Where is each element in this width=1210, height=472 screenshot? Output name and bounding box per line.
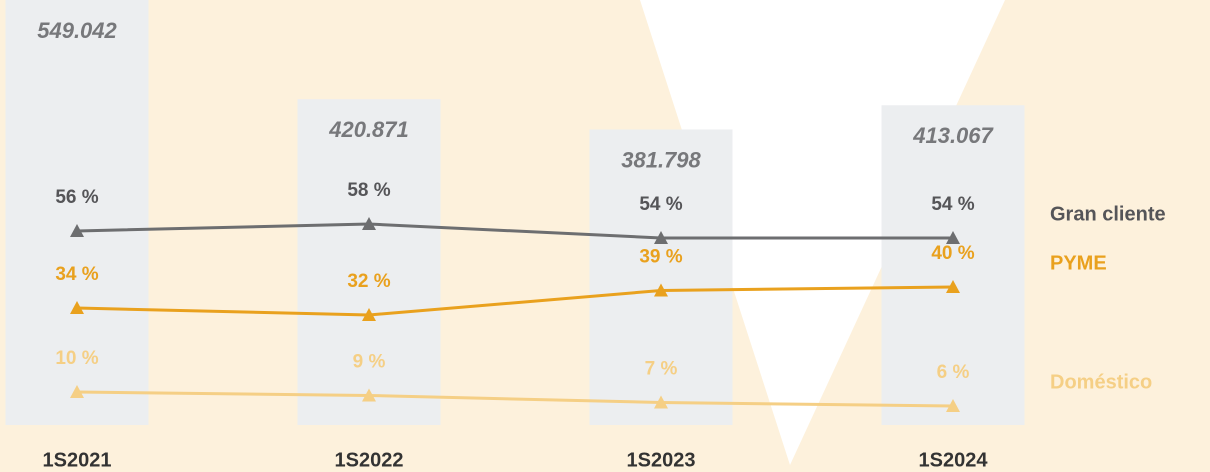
- bar: [297, 99, 441, 425]
- marker: [362, 308, 376, 321]
- legend-label: Doméstico: [1050, 371, 1152, 393]
- data-label: 40 %: [931, 243, 974, 264]
- marker: [70, 301, 84, 314]
- marker: [70, 224, 84, 237]
- x-tick-label: 1S2021: [43, 449, 112, 471]
- line: [76, 390, 954, 408]
- marker: [946, 280, 960, 293]
- legend-label: Gran cliente: [1050, 203, 1166, 225]
- marker: [654, 231, 668, 244]
- data-label: 39 %: [639, 247, 682, 268]
- x-tick-label: 1S2022: [335, 449, 404, 471]
- bar: [5, 0, 149, 425]
- data-label: 9 %: [353, 352, 386, 373]
- data-label: 56 %: [55, 187, 98, 208]
- bar-label: 420.871: [328, 117, 409, 142]
- bar-label: 549.042: [37, 18, 117, 43]
- data-label: 6 %: [937, 362, 970, 383]
- line: [76, 222, 953, 240]
- legend-label: PYME: [1050, 252, 1107, 274]
- x-tick-label: 1S2023: [627, 449, 696, 471]
- line: [76, 285, 954, 317]
- marker: [362, 388, 376, 402]
- marker: [362, 217, 376, 230]
- bar-label: 413.067: [912, 123, 994, 148]
- marker: [654, 395, 668, 409]
- data-label: 58 %: [347, 180, 390, 201]
- marker: [654, 283, 668, 297]
- data-label: 34 %: [55, 264, 98, 285]
- bar: [881, 105, 1025, 425]
- x-tick-label: 1S2024: [919, 449, 989, 471]
- data-label: 32 %: [347, 271, 390, 292]
- bar-label: 381.798: [621, 147, 701, 172]
- data-label: 54 %: [639, 194, 682, 215]
- bar: [589, 129, 733, 426]
- marker: [946, 399, 960, 412]
- data-label: 10 %: [55, 348, 98, 369]
- data-label: 54 %: [931, 194, 974, 215]
- marker: [946, 231, 960, 244]
- data-label: 7 %: [645, 359, 678, 380]
- marker: [70, 385, 84, 398]
